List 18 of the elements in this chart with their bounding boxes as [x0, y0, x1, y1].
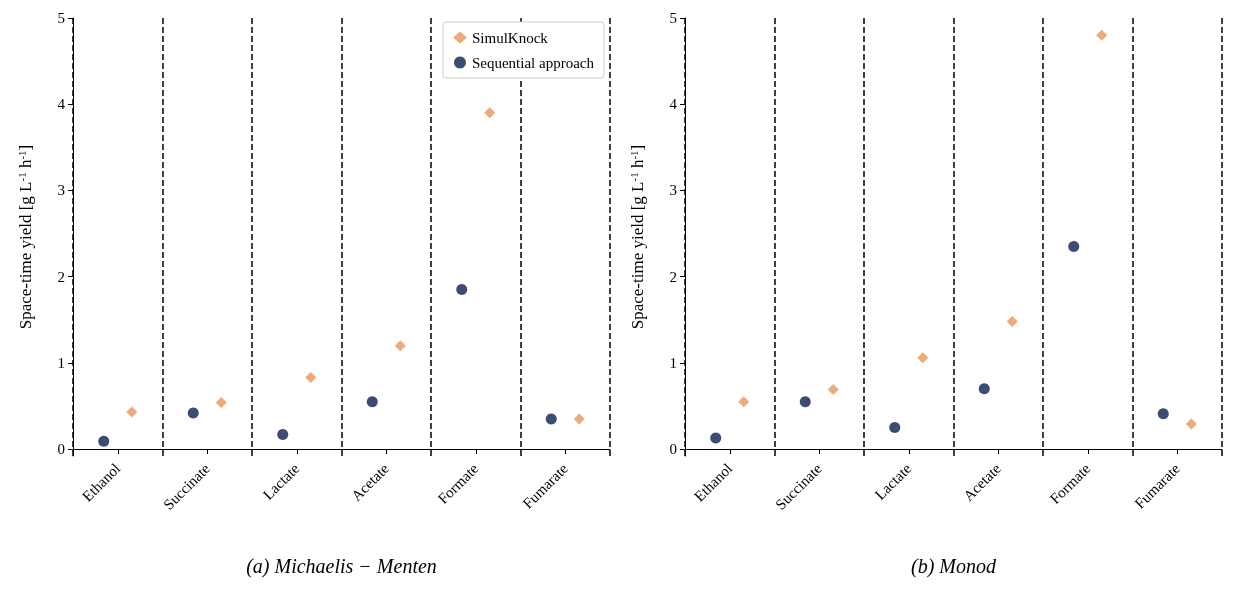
legend-label: SimulKnock	[471, 29, 549, 46]
y-tick-label: 0	[669, 441, 677, 458]
y-tick-label: 0	[57, 441, 65, 458]
x-axis-title: (a) Michaelis − Menten	[246, 555, 437, 578]
y-axis-title: Space-time yield [g L-1 h-1]	[627, 144, 647, 330]
y-axis-title: Space-time yield [g L-1 h-1]	[15, 144, 35, 330]
y-tick-label: 5	[669, 10, 677, 26]
y-tick-label: 1	[57, 354, 65, 371]
y-tick-label: 2	[57, 268, 65, 285]
y-tick-label: 4	[669, 96, 678, 113]
y-tick-label: 3	[57, 182, 65, 199]
y-tick-label: 4	[57, 96, 66, 113]
y-tick-label: 1	[669, 354, 677, 371]
y-tick-label: 5	[57, 10, 65, 26]
legend-label: Sequential approach	[471, 54, 595, 71]
y-tick-label: 2	[669, 268, 677, 285]
y-tick-label: 3	[669, 182, 677, 199]
x-axis-title: (b) Monod	[911, 555, 997, 578]
